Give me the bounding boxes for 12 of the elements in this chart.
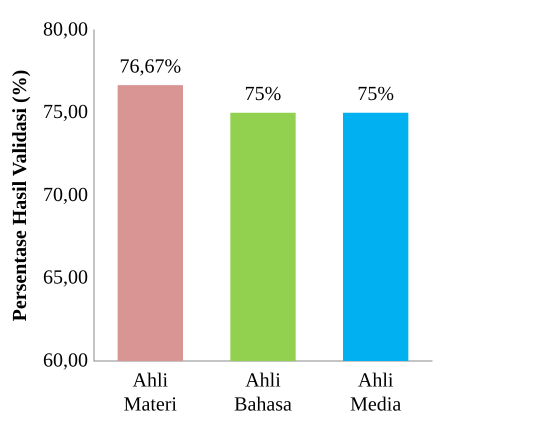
data-label: 75% xyxy=(244,83,282,105)
y-axis-title: Persentase Hasil Validasi (%) xyxy=(9,70,32,322)
x-tick-label: Ahli Bahasa xyxy=(234,369,292,416)
data-label: 76,67% xyxy=(119,55,182,78)
x-tick-label: Ahli Media xyxy=(350,369,402,416)
y-tick-label: 65,00 xyxy=(43,266,88,288)
y-tick-label: 80,00 xyxy=(43,18,88,40)
data-label: 75% xyxy=(357,83,394,105)
x-tick-label: Ahli Materi xyxy=(124,369,178,416)
y-tick-label: 60,00 xyxy=(43,349,88,372)
y-tick-label: 75,00 xyxy=(43,101,88,123)
y-tick-label: 70,00 xyxy=(43,184,88,206)
